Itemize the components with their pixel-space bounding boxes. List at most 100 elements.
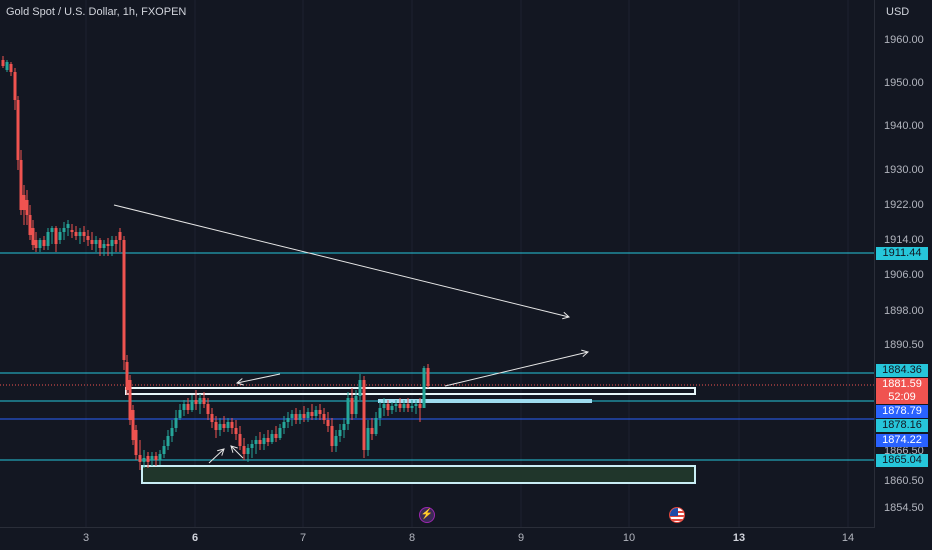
candle-body	[182, 404, 186, 410]
breakout-arrow	[444, 351, 589, 387]
price-label-1906: 1906.00	[884, 269, 924, 281]
currency-label[interactable]: USD	[886, 6, 910, 18]
candle-body	[134, 430, 138, 455]
candle-body	[13, 72, 17, 100]
candle-body	[334, 436, 338, 446]
retest-zone-box	[378, 399, 592, 403]
last-price-badge: 1881.59	[876, 378, 928, 391]
candle-body	[66, 224, 70, 228]
candle-body	[210, 414, 214, 422]
candle-body	[142, 458, 146, 462]
candle-body	[31, 228, 35, 245]
time-label-9: 9	[517, 532, 525, 544]
candle-body	[198, 398, 202, 404]
resistance-arrow-head	[235, 378, 244, 386]
lightning-icon[interactable]: ⚡	[419, 507, 435, 523]
candle-body	[190, 400, 194, 410]
candle-body	[254, 440, 258, 444]
price-label-1914: 1914.00	[884, 234, 924, 246]
candle-body	[82, 232, 86, 236]
candle-body	[122, 240, 126, 360]
candle-body	[266, 438, 270, 442]
candle-body	[278, 428, 282, 438]
candle-body	[350, 398, 354, 414]
candle-body	[22, 195, 26, 210]
bounce-arrow-left	[208, 448, 225, 464]
price-label-1854: 1854.50	[884, 502, 924, 514]
bounce-arrow-right-head	[230, 445, 238, 453]
time-label-7: 7	[299, 532, 307, 544]
candle-body	[19, 160, 23, 210]
candle-body	[234, 428, 238, 434]
candle-body	[318, 410, 322, 414]
candle-body	[302, 414, 306, 418]
price-label-1860: 1860.50	[884, 475, 924, 487]
candle-body	[74, 232, 78, 236]
candle-body	[166, 436, 170, 446]
candle-body	[102, 244, 106, 248]
price-badge-1878-79: 1878.79	[876, 405, 928, 418]
candle-body	[162, 446, 166, 454]
price-label-1940: 1940.00	[884, 120, 924, 132]
candle-body	[426, 368, 430, 386]
price-label-1922: 1922.00	[884, 199, 924, 211]
candle-body	[314, 410, 318, 416]
price-label-1890: 1890.50	[884, 339, 924, 351]
candle-body	[178, 410, 182, 418]
candle-body	[170, 428, 174, 436]
candle-body	[274, 434, 278, 438]
downtrend-arrow-head	[562, 311, 571, 320]
candle-body	[58, 232, 62, 240]
candle-body	[322, 414, 326, 420]
candle-body	[258, 440, 262, 444]
candle-body	[70, 230, 74, 232]
candle-body	[131, 410, 135, 440]
bounce-arrow-left-head	[217, 448, 225, 456]
demand-zone-box	[141, 465, 696, 484]
candle-body	[106, 244, 110, 246]
time-label-6: 6	[191, 532, 199, 544]
price-badge-1874: 1874.22	[876, 434, 928, 447]
candle-body	[422, 368, 426, 408]
candle-body	[218, 424, 222, 430]
candle-body	[150, 456, 154, 460]
candle-body	[370, 428, 374, 434]
candle-body	[298, 414, 302, 420]
candle-body	[154, 456, 158, 460]
price-label-1898: 1898.00	[884, 305, 924, 317]
candle-body	[306, 412, 310, 418]
candle-body	[54, 228, 58, 244]
candle-body	[294, 414, 298, 420]
candle-body	[146, 456, 150, 462]
candle-body	[242, 446, 246, 454]
time-label-10: 10	[622, 532, 636, 544]
price-badge-1878-16: 1878.16	[876, 419, 928, 432]
time-label-8: 8	[408, 532, 416, 544]
time-label-14: 14	[841, 532, 855, 544]
candle-body	[25, 200, 29, 215]
time-label-13: 13	[732, 532, 746, 544]
price-badge-1865: 1865.04	[876, 454, 928, 467]
candle-body	[346, 398, 350, 424]
candle-body	[358, 380, 362, 396]
candle-body	[42, 240, 46, 246]
candle-body	[374, 418, 378, 434]
candle-body	[414, 404, 418, 406]
candle-body	[402, 404, 406, 408]
candle-body	[94, 240, 98, 244]
candle-body	[186, 404, 190, 410]
us-flag-icon[interactable]	[669, 507, 685, 523]
breakout-arrow-head	[581, 349, 590, 358]
price-chart[interactable]	[0, 0, 874, 528]
candle-body	[326, 420, 330, 426]
price-badge-1911: 1911.44	[876, 247, 928, 260]
candle-body	[50, 228, 54, 232]
candle-body	[98, 240, 102, 248]
price-badge-1884: 1884.36	[876, 364, 928, 377]
candle-body	[202, 398, 206, 404]
symbol-title[interactable]: Gold Spot / U.S. Dollar, 1h, FXOPEN	[6, 6, 187, 18]
candle-body	[28, 215, 32, 235]
candle-body	[78, 232, 82, 236]
candle-body	[1, 60, 5, 66]
candle-body	[38, 240, 42, 248]
